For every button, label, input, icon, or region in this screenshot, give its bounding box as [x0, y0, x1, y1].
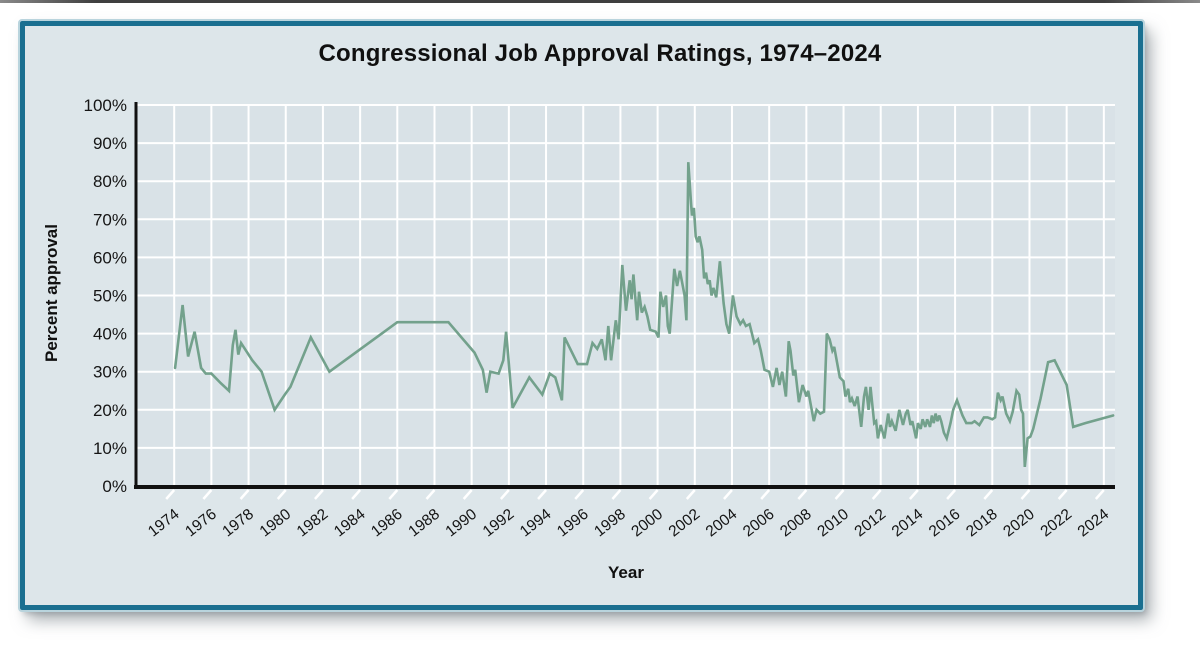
x-tick-label-2020: 2020 — [1000, 506, 1038, 541]
x-tick-label-2024: 2024 — [1075, 506, 1113, 541]
x-tick-mark-2010 — [834, 489, 845, 500]
y-tick-label-60: 60% — [93, 248, 127, 267]
x-tick-mark-2008 — [797, 489, 808, 500]
x-tick-label-2008: 2008 — [777, 506, 815, 541]
x-tick-mark-2002 — [685, 489, 696, 500]
x-tick-mark-2022 — [1057, 489, 1068, 500]
y-tick-label-40: 40% — [93, 325, 127, 344]
x-tick-mark-1990 — [462, 489, 473, 500]
x-tick-label-1996: 1996 — [554, 506, 592, 541]
x-tick-label-2016: 2016 — [926, 506, 964, 541]
x-tick-mark-1980 — [276, 489, 287, 500]
chart-title: Congressional Job Approval Ratings, 1974… — [318, 40, 882, 67]
x-tick-label-2022: 2022 — [1037, 506, 1075, 541]
x-tick-label-1994: 1994 — [517, 506, 555, 541]
x-tick-label-1974: 1974 — [145, 506, 183, 541]
x-tick-label-1988: 1988 — [405, 506, 443, 541]
y-tick-label-100: 100% — [84, 96, 127, 115]
x-tick-label-2014: 2014 — [889, 506, 927, 541]
x-tick-mark-2012 — [871, 489, 882, 500]
x-tick-mark-2024 — [1094, 489, 1105, 500]
x-tick-label-1980: 1980 — [257, 506, 295, 541]
x-tick-label-2010: 2010 — [814, 506, 852, 541]
x-tick-label-1986: 1986 — [368, 506, 406, 541]
y-tick-label-30: 30% — [93, 363, 127, 382]
x-tick-mark-1988 — [425, 489, 436, 500]
x-tick-mark-1976 — [202, 489, 213, 500]
x-tick-mark-1996 — [574, 489, 585, 500]
y-tick-label-10: 10% — [93, 439, 127, 458]
screenshot-top-edge-line — [0, 0, 1200, 3]
y-tick-label-80: 80% — [93, 172, 127, 191]
x-tick-label-1990: 1990 — [442, 506, 480, 541]
x-tick-label-1984: 1984 — [331, 506, 369, 541]
x-tick-label-2012: 2012 — [852, 506, 890, 541]
approval-data-line — [173, 162, 1115, 468]
x-tick-mark-1998 — [611, 489, 622, 500]
x-tick-label-1976: 1976 — [182, 506, 220, 541]
y-tick-label-20: 20% — [93, 401, 127, 420]
x-tick-mark-1982 — [313, 489, 324, 500]
x-tick-mark-1994 — [537, 489, 547, 500]
x-tick-label-1982: 1982 — [294, 506, 332, 541]
y-tick-label-90: 90% — [93, 134, 127, 153]
x-tick-mark-1974 — [165, 489, 176, 500]
x-tick-mark-1986 — [388, 489, 399, 500]
x-tick-label-1992: 1992 — [480, 506, 518, 541]
x-tick-label-2002: 2002 — [666, 506, 704, 541]
x-tick-mark-2004 — [723, 489, 733, 500]
x-tick-mark-2000 — [648, 489, 659, 500]
y-tick-label-0: 0% — [102, 477, 127, 496]
x-tick-mark-2020 — [1020, 489, 1031, 500]
x-tick-label-2018: 2018 — [963, 506, 1001, 541]
x-tick-mark-1992 — [499, 489, 510, 500]
x-tick-mark-2014 — [908, 489, 919, 500]
x-axis-title: Year — [608, 563, 644, 582]
y-tick-label-50: 50% — [93, 287, 127, 306]
x-tick-mark-2018 — [983, 489, 994, 500]
x-tick-label-2004: 2004 — [703, 506, 741, 541]
x-tick-mark-1978 — [239, 489, 250, 500]
x-tick-label-2006: 2006 — [740, 506, 778, 541]
y-tick-label-70: 70% — [93, 210, 127, 229]
x-tick-label-1998: 1998 — [591, 506, 629, 541]
x-tick-label-1978: 1978 — [219, 506, 257, 541]
y-axis-title: Percent approval — [42, 224, 61, 362]
x-tick-mark-1984 — [351, 489, 362, 500]
x-tick-mark-2006 — [760, 489, 771, 500]
x-tick-label-2000: 2000 — [628, 506, 666, 541]
x-tick-mark-2016 — [946, 489, 957, 500]
